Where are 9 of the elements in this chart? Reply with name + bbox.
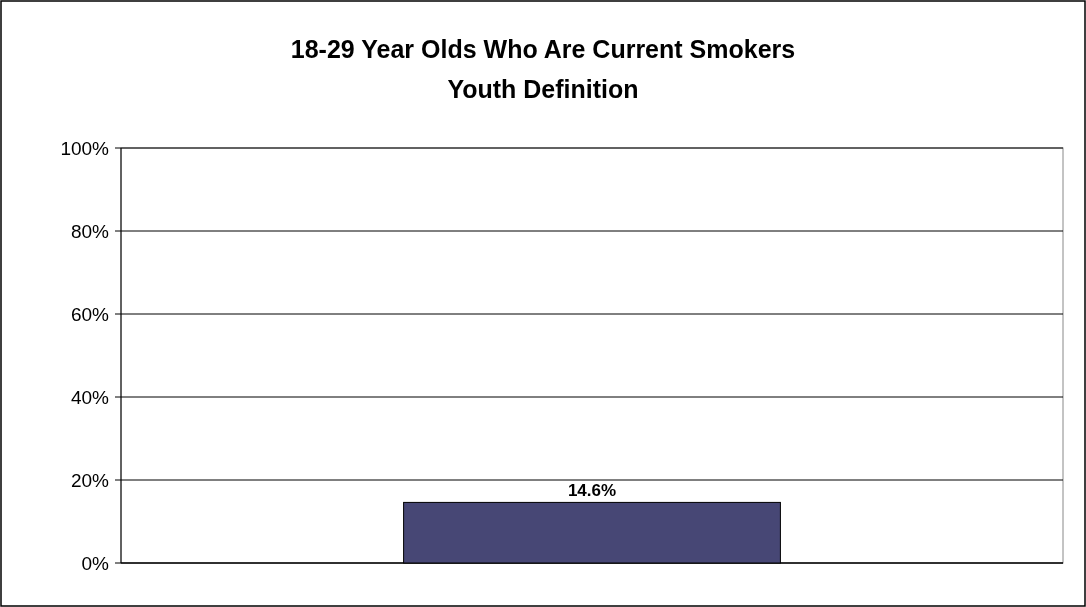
y-tick-label: 60% [70,303,110,325]
y-tick-label: 0% [81,552,110,574]
data-label: 14.6% [567,481,617,501]
y-tick-label: 80% [70,220,110,242]
y-tick-label: 20% [70,469,110,491]
y-tick-label: 40% [70,386,110,408]
chart-subtitle: Youth Definition [447,75,639,103]
y-tick-label: 100% [60,137,110,159]
chart-title: 18-29 Year Olds Who Are Current Smokers [290,35,796,63]
